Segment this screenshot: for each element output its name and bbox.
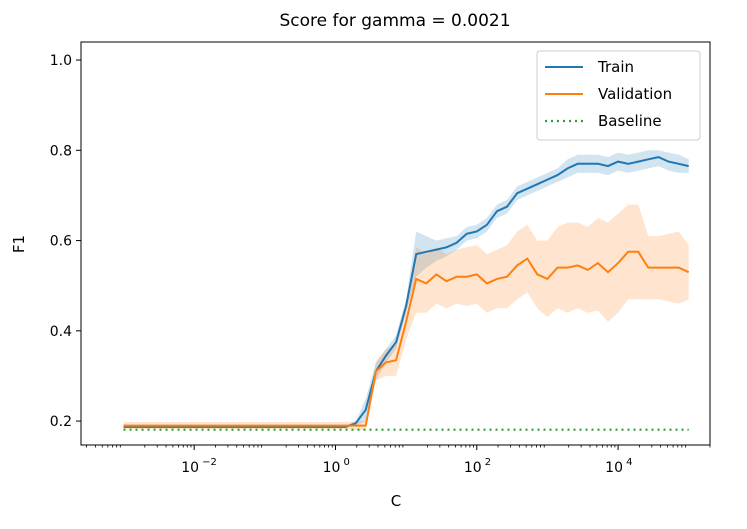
legend: Train Validation Baseline: [536, 50, 701, 141]
x-tick-exponent: 0: [343, 457, 349, 468]
y-tick-label: 0.6: [50, 234, 72, 250]
y-axis-label: F1: [10, 235, 28, 253]
x-tick-exponent: −2: [202, 457, 217, 468]
y-tick-label: 0.4: [50, 324, 72, 340]
legend-box: [536, 50, 701, 141]
x-tick-exponent: 4: [626, 457, 632, 468]
plot-frame: [80, 41, 711, 446]
confidence-bands: [123, 150, 689, 431]
x-tick-label: 10: [181, 460, 199, 476]
validation-line: [123, 250, 690, 427]
x-tick-exponent: 2: [485, 457, 491, 468]
y-tick-label: 1.0: [50, 53, 72, 69]
x-tick-label: 10: [323, 460, 341, 476]
legend-label-train: Train: [597, 58, 634, 76]
x-axis-label: C: [391, 492, 401, 510]
x-tick-label: 10: [605, 460, 623, 476]
axis-ticks: 0.20.40.60.81.010 −2 10 0 10 2 10 4: [50, 53, 711, 476]
validation-band: [123, 204, 689, 431]
legend-label-validation: Validation: [598, 85, 672, 103]
chart-title: Score for gamma = 0.0021: [279, 11, 510, 31]
y-tick-label: 0.8: [50, 143, 72, 159]
legend-label-baseline: Baseline: [598, 112, 662, 130]
series-lines: [123, 156, 690, 431]
train-line: [123, 156, 689, 428]
y-tick-label: 0.2: [50, 414, 72, 430]
x-tick-label: 10: [464, 460, 482, 476]
